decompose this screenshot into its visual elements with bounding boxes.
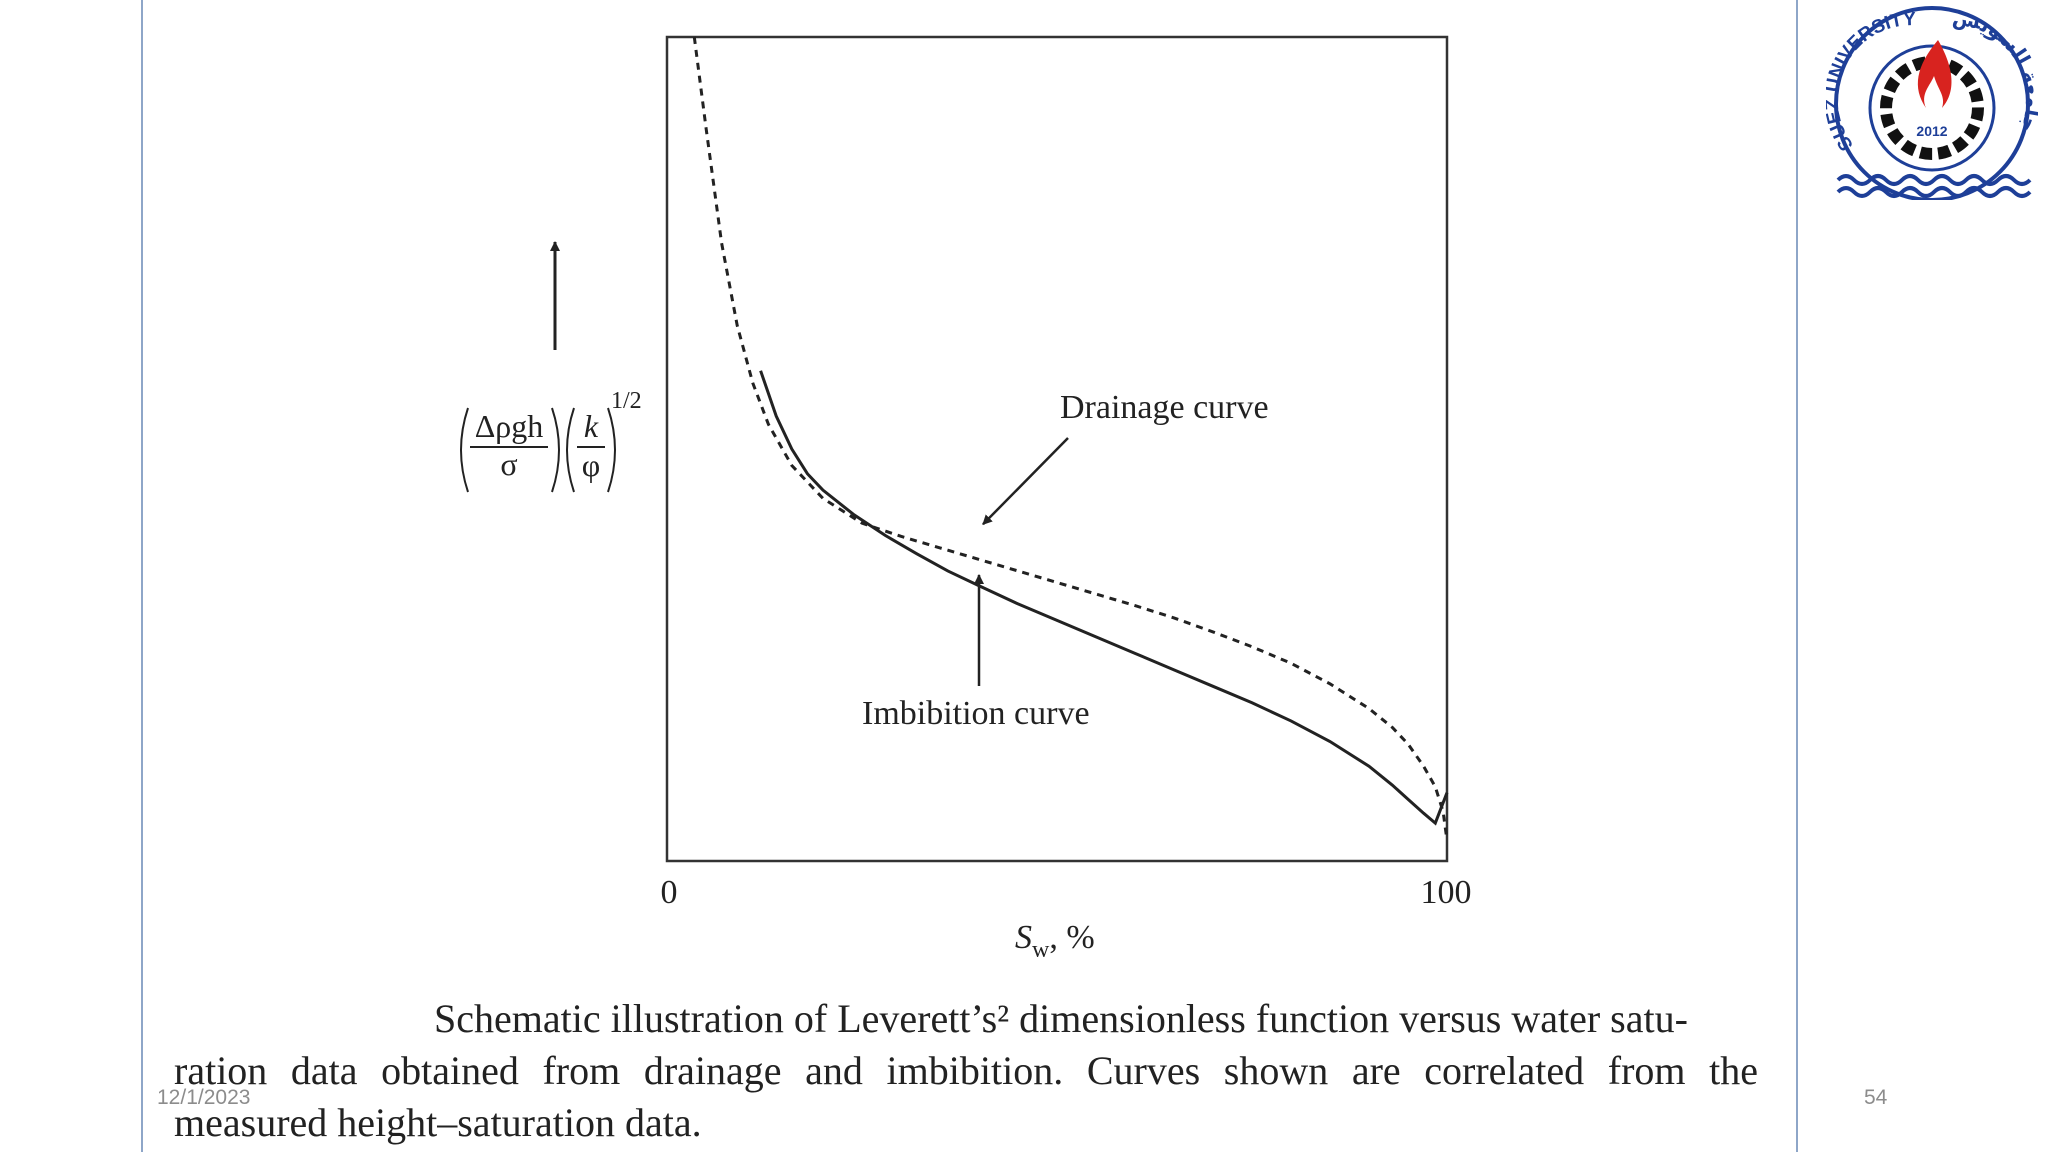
x-axis-subscript: w bbox=[1032, 937, 1050, 963]
caption-text: Schematic illustration of Leverett’s² di… bbox=[434, 996, 1688, 1041]
logo-wave bbox=[1836, 174, 2032, 186]
y-label-paren bbox=[607, 407, 616, 493]
x-axis-suffix: , % bbox=[1049, 919, 1094, 956]
slide-frame-right-border bbox=[1796, 0, 1798, 1152]
figure-caption-line-1: Schematic illustration of Leverett’s² di… bbox=[174, 993, 1758, 1045]
y-label-numerator-1: Δρgh bbox=[475, 408, 544, 444]
figure-caption-line-3: measured height–saturation data. bbox=[174, 1097, 1758, 1149]
y-label-numerator-2: k bbox=[584, 408, 599, 444]
footer-date: 12/1/2023 bbox=[157, 1086, 251, 1109]
drainage-annotation-arrow bbox=[982, 437, 1069, 526]
y-label-paren bbox=[551, 407, 560, 493]
logo-year: 2012 bbox=[1916, 123, 1947, 139]
logo-wave bbox=[1836, 186, 2032, 198]
flame-icon bbox=[1917, 40, 1952, 108]
page-number: 54 bbox=[1864, 1086, 1888, 1109]
drainage-curve-line bbox=[692, 36, 1449, 841]
y-label-exponent: 1/2 bbox=[611, 388, 642, 414]
y-label-paren bbox=[566, 407, 575, 493]
caption-text: ration data obtained from drainage and i… bbox=[174, 1048, 1758, 1093]
x-axis-label: Sw, % bbox=[1015, 919, 1095, 963]
plot-area-frame bbox=[665, 35, 1449, 863]
x-tick-label: 0 bbox=[661, 874, 678, 911]
imbibition-curve-line bbox=[759, 370, 1449, 826]
imbibition-curve-annotation: Imbibition curve bbox=[862, 695, 1090, 732]
y-axis-label: Δρgh σ k φ 1/2 bbox=[460, 388, 642, 493]
caption-text: measured height–saturation data. bbox=[174, 1100, 702, 1145]
logo-inner-ring bbox=[1868, 44, 1996, 172]
drainage-curve-annotation: Drainage curve bbox=[1060, 389, 1269, 426]
slide-frame-left-border bbox=[141, 0, 143, 1152]
y-label-denominator-2: φ bbox=[582, 447, 600, 483]
x-axis-symbol: S bbox=[1015, 919, 1032, 956]
series-layer bbox=[692, 36, 1449, 841]
y-label-paren bbox=[460, 407, 469, 493]
figure-caption-line-2: ration data obtained from drainage and i… bbox=[174, 1045, 1758, 1097]
x-tick-label: 100 bbox=[1421, 874, 1472, 911]
y-label-denominator-1: σ bbox=[500, 446, 517, 482]
